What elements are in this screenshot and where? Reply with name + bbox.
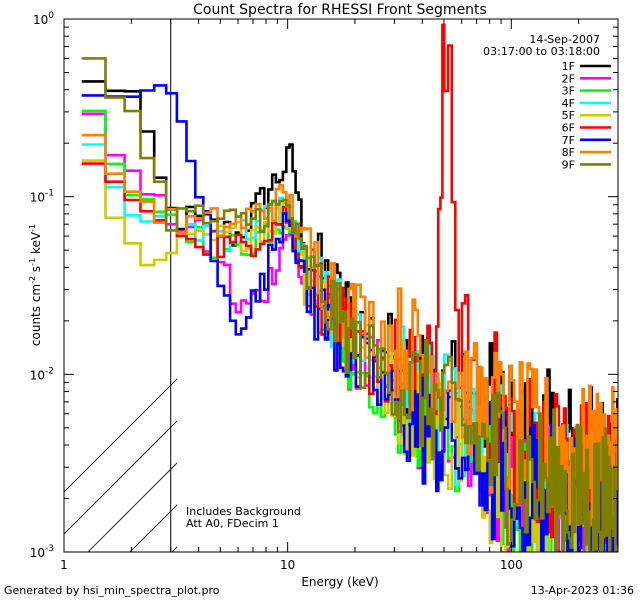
- hatch-line: [64, 378, 177, 493]
- y-label-part: keV: [29, 231, 43, 258]
- y-label-exp: -1: [28, 224, 37, 232]
- y-label-part: counts cm: [29, 284, 43, 346]
- legend-label-5F: 5F: [562, 109, 575, 122]
- y-tick-label: 10-2: [30, 366, 54, 382]
- hatch-line: [64, 420, 177, 535]
- y-tick-base: 10: [30, 191, 45, 205]
- y-tick-exponent: -3: [45, 544, 54, 554]
- x-tick-label: 10: [280, 558, 295, 572]
- y-tick-base: 10: [30, 368, 45, 382]
- legend-label-1F: 1F: [562, 60, 575, 73]
- y-label-exp: -2: [28, 276, 37, 284]
- series-6F-line: [81, 23, 618, 552]
- x-tick-label: 100: [500, 558, 523, 572]
- legend-label-9F: 9F: [562, 158, 575, 171]
- series-group: [81, 23, 618, 552]
- y-tick-base: 10: [30, 546, 45, 560]
- legend-label-2F: 2F: [562, 72, 575, 85]
- legend-label-8F: 8F: [562, 146, 575, 159]
- chart-title: Count Spectra for RHESSI Front Segments: [193, 2, 487, 18]
- date-label: 14-Sep-2007: [529, 33, 600, 46]
- y-tick-base: 10: [33, 13, 48, 27]
- annotation-background: Includes Background: [186, 505, 301, 518]
- x-axis-label: Energy (keV): [301, 575, 378, 589]
- svg-text:counts cm-2 s-1 keV-1: counts cm-2 s-1 keV-1: [28, 224, 43, 346]
- y-axis-label: counts cm-2 s-1 keV-1: [28, 224, 43, 346]
- background-hatch-region: [64, 0, 640, 552]
- y-label-part: s: [29, 266, 43, 276]
- y-tick-label: 10-3: [30, 544, 54, 560]
- y-tick-label: 100: [33, 11, 54, 27]
- hatch-line: [634, 0, 640, 552]
- timestamp-label: 13-Apr-2023 01:36: [530, 584, 634, 597]
- annotation-attenuator: Att A0, FDecim 1: [186, 517, 279, 530]
- x-tick-label: 1: [60, 558, 68, 572]
- plot-frame: [63, 18, 619, 553]
- legend-label-3F: 3F: [562, 85, 575, 98]
- y-tick-label: 10-1: [30, 189, 54, 205]
- legend-label-6F: 6F: [562, 122, 575, 135]
- legend-label-4F: 4F: [562, 97, 575, 110]
- legend-label-7F: 7F: [562, 134, 575, 147]
- series-9F-line: [81, 57, 618, 552]
- time-range-label: 03:17:00 to 03:18:00: [483, 45, 600, 58]
- y-tick-exponent: 0: [48, 11, 54, 21]
- y-tick-exponent: -2: [45, 366, 54, 376]
- generated-by-label: Generated by hsi_min_spectra_plot.pro: [4, 584, 220, 597]
- y-tick-exponent: -1: [45, 189, 54, 199]
- y-label-exp: -1: [28, 258, 37, 266]
